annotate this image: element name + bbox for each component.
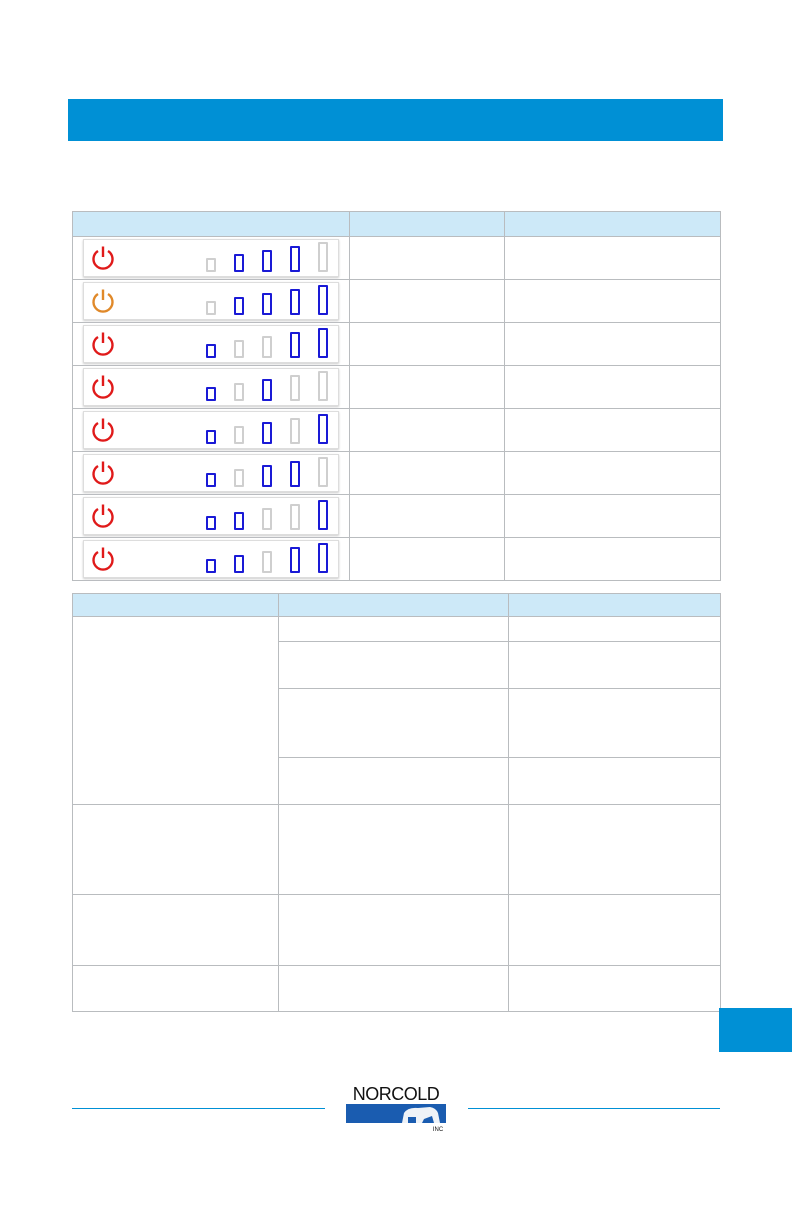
level-bar-active (318, 414, 328, 444)
level-bar-active (318, 328, 328, 358)
control-panel-display (83, 454, 339, 492)
power-icon (92, 547, 114, 571)
level-bar-active (318, 543, 328, 573)
level-bar-inactive (206, 301, 216, 315)
level-bar-inactive (234, 426, 244, 444)
level-bar-active (290, 332, 300, 358)
indicator-table (72, 211, 721, 581)
level-bar-active (206, 387, 216, 401)
power-icon (92, 504, 114, 528)
table-row (72, 322, 721, 366)
control-panel-display (83, 540, 339, 578)
footer-rule-right (468, 1108, 720, 1109)
table-row (72, 451, 721, 495)
power-icon (92, 246, 114, 270)
level-bar-inactive (262, 336, 272, 358)
level-bar-inactive (206, 258, 216, 272)
table-row (72, 365, 721, 409)
power-icon (92, 289, 114, 313)
troubleshooting-table (72, 593, 721, 1012)
level-bar-active (290, 461, 300, 487)
level-bar-inactive (262, 508, 272, 530)
level-bar-inactive (234, 383, 244, 401)
level-bar-active (206, 516, 216, 530)
table-header-row (72, 211, 721, 237)
chapter-tab (719, 1008, 792, 1052)
level-bar-inactive (290, 504, 300, 530)
level-bar-active (234, 254, 244, 272)
power-icon (92, 461, 114, 485)
table-row (72, 894, 721, 966)
level-bar-inactive (318, 457, 328, 487)
level-bar-active (262, 250, 272, 272)
power-icon (92, 332, 114, 356)
footer-rule-left (72, 1108, 325, 1109)
level-bar-active (262, 293, 272, 315)
power-icon (92, 418, 114, 442)
level-bar-active (290, 246, 300, 272)
level-bar-active (262, 379, 272, 401)
table-row (72, 537, 721, 581)
table-header-row (72, 593, 721, 617)
table-row (72, 616, 721, 805)
table-row (72, 965, 721, 1012)
level-bar-active (290, 547, 300, 573)
section-header-bar (68, 99, 723, 141)
control-panel-display (83, 282, 339, 320)
level-bar-inactive (290, 375, 300, 401)
table-row (72, 494, 721, 538)
control-panel-display (83, 497, 339, 535)
level-bar-active (234, 512, 244, 530)
level-bar-active (290, 289, 300, 315)
level-bar-inactive (234, 340, 244, 358)
level-bar-active (262, 422, 272, 444)
svg-text:NORCOLD: NORCOLD (353, 1084, 440, 1104)
table-row (72, 804, 721, 895)
level-bar-inactive (318, 371, 328, 401)
level-bar-active (318, 285, 328, 315)
level-bar-active (206, 473, 216, 487)
level-bar-active (234, 297, 244, 315)
table-row (73, 641, 721, 689)
level-bar-active (262, 465, 272, 487)
control-panel-display (83, 325, 339, 363)
level-bar-active (206, 559, 216, 573)
norcold-logo: NORCOLD INC (346, 1084, 446, 1133)
table-row (72, 279, 721, 323)
level-bar-inactive (290, 418, 300, 444)
level-bar-inactive (262, 551, 272, 573)
table-row (72, 236, 721, 280)
level-bar-active (318, 500, 328, 530)
svg-text:INC: INC (433, 1127, 444, 1133)
table-row (72, 408, 721, 452)
control-panel-display (83, 239, 339, 277)
power-icon (92, 375, 114, 399)
control-panel-display (83, 368, 339, 406)
level-bar-active (206, 344, 216, 358)
control-panel-display (83, 411, 339, 449)
level-bar-active (206, 430, 216, 444)
level-bar-inactive (318, 242, 328, 272)
level-bar-active (234, 555, 244, 573)
level-bar-inactive (234, 469, 244, 487)
